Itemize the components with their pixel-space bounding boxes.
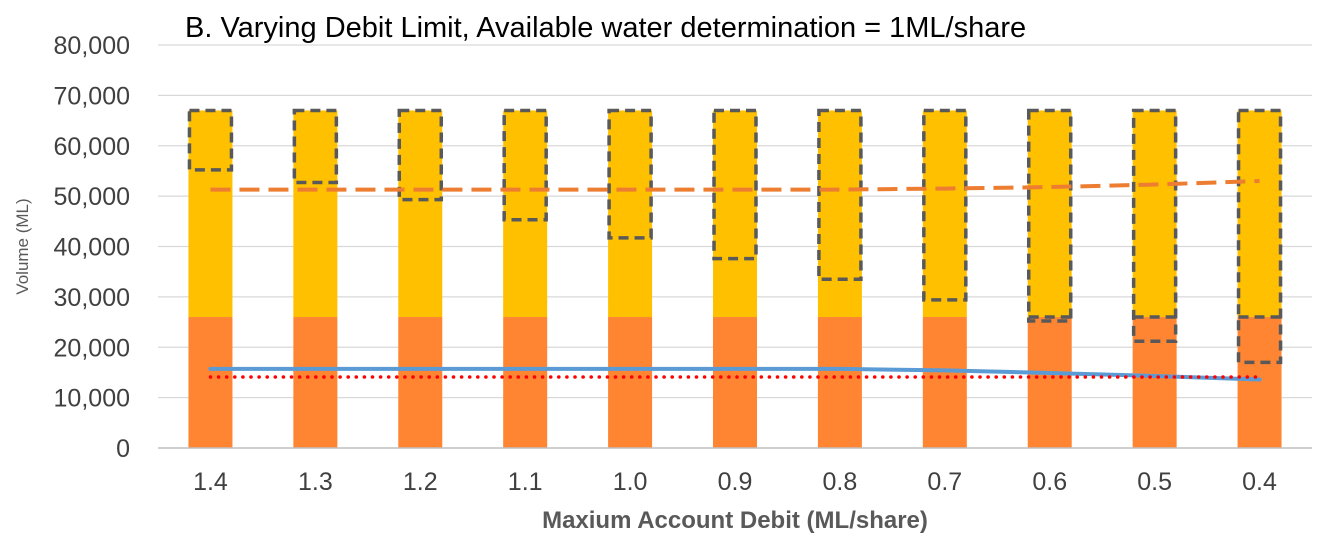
dashed-box bbox=[712, 108, 758, 261]
dashed-box bbox=[817, 108, 863, 281]
y-axis-label: Volume (ML) bbox=[13, 198, 32, 294]
bar-segment bbox=[713, 110, 757, 318]
y-tick-label: 30,000 bbox=[54, 284, 130, 312]
bar-segment bbox=[1237, 317, 1282, 448]
dashed-box bbox=[397, 108, 444, 202]
x-tick-label: 1.2 bbox=[403, 468, 438, 496]
bar-segment bbox=[922, 317, 967, 448]
dashed-box bbox=[292, 108, 339, 185]
dashed-box bbox=[1131, 108, 1178, 343]
dashed-box bbox=[922, 108, 968, 302]
bar-segment bbox=[1237, 110, 1282, 318]
x-tick-label: 1.3 bbox=[298, 468, 333, 496]
x-tick-label: 1.0 bbox=[613, 468, 648, 496]
y-tick-label: 20,000 bbox=[54, 334, 130, 362]
bar-segment bbox=[188, 317, 233, 448]
dashed-box bbox=[502, 108, 548, 222]
x-tick-label: 1.1 bbox=[508, 468, 543, 496]
x-axis-ticks: 1.4 1.3 1.2 1.1 1.0 0.9 0.8 0.7 0.6 0.5 0.4 bbox=[193, 468, 1277, 496]
x-tick-label: 0.7 bbox=[927, 468, 962, 496]
x-tick-label: 0.4 bbox=[1242, 468, 1277, 496]
chart-title: B. Varying Debit Limit, Available water … bbox=[185, 12, 1026, 44]
bar-segment bbox=[1132, 110, 1177, 318]
bar-segment bbox=[503, 317, 548, 448]
bar-segment bbox=[188, 110, 233, 318]
y-tick-label: 10,000 bbox=[54, 385, 130, 413]
y-tick-label: 80,000 bbox=[54, 32, 130, 60]
x-tick-label: 0.9 bbox=[718, 468, 753, 496]
y-tick-label: 40,000 bbox=[54, 234, 130, 262]
bar-segment bbox=[922, 110, 967, 318]
bar-segment bbox=[608, 317, 653, 448]
bar-segment bbox=[713, 317, 757, 448]
bar-segment bbox=[608, 110, 653, 318]
y-tick-label: 70,000 bbox=[54, 82, 130, 110]
bar-segment bbox=[1132, 317, 1177, 448]
bar-segment bbox=[817, 317, 862, 448]
bar-segment bbox=[503, 110, 548, 318]
bar-segment bbox=[293, 317, 338, 448]
x-tick-label: 1.4 bbox=[193, 468, 228, 496]
dashed-box bbox=[1026, 108, 1073, 323]
dashed-boxes bbox=[187, 108, 1283, 365]
bar-segment bbox=[1027, 110, 1072, 318]
series-lines bbox=[208, 179, 1262, 382]
bar-segment bbox=[293, 110, 338, 318]
bars bbox=[188, 110, 1282, 448]
dashed-box bbox=[1236, 108, 1283, 365]
y-axis-ticks: 0 10,000 20,000 30,000 40,000 50,000 60,000 70,… bbox=[54, 32, 130, 463]
x-axis-label: Maxium Account Debit (ML/share) bbox=[542, 507, 928, 534]
x-tick-label: 0.5 bbox=[1137, 468, 1172, 496]
bar-segment bbox=[398, 110, 443, 318]
bar-segment bbox=[398, 317, 443, 448]
bar-segment bbox=[1027, 317, 1072, 448]
y-tick-label: 60,000 bbox=[54, 133, 130, 161]
y-tick-label: 50,000 bbox=[54, 183, 130, 211]
x-tick-label: 0.6 bbox=[1032, 468, 1067, 496]
y-tick-label: 0 bbox=[116, 435, 130, 463]
bar-segment bbox=[817, 110, 862, 318]
dashed-box bbox=[187, 108, 234, 172]
x-tick-label: 0.8 bbox=[823, 468, 858, 496]
series-line-solid bbox=[208, 366, 1262, 382]
dashed-box bbox=[607, 108, 653, 240]
series-line-dashed bbox=[210, 179, 1260, 192]
